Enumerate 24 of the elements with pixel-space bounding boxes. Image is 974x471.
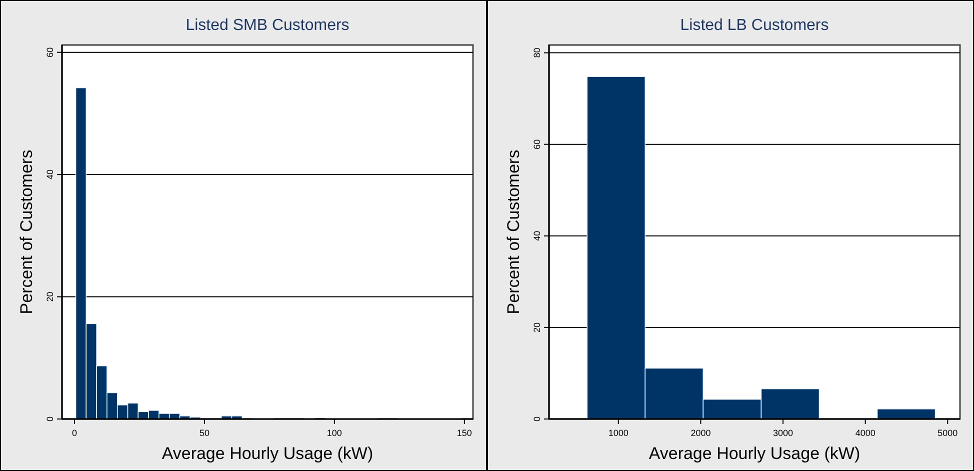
y-tick-label: 20 [45,292,55,302]
y-tick-label: 40 [45,170,55,180]
x-tick-label: 50 [199,428,210,438]
y-axis-title: Percent of Customers [504,150,523,314]
x-tick-label: 4000 [855,428,876,438]
x-axis-title: Average Hourly Usage (kW) [162,444,374,463]
y-tick-label: 40 [532,230,542,241]
chart-title: Listed LB Customers [680,17,829,34]
chart-title: Listed SMB Customers [186,17,350,34]
y-tick-label: 0 [532,416,542,422]
y-axis-title: Percent of Customers [17,150,36,314]
x-tick-label: 5000 [938,428,958,438]
x-tick-label: 1000 [608,428,628,438]
y-tick-label: 60 [532,139,542,150]
x-tick-label: 2000 [690,428,711,438]
y-tick-label: 80 [532,48,542,58]
y-tick-label: 60 [45,47,55,58]
x-axis-title: Average Hourly Usage (kW) [648,444,860,463]
y-tick-label: 0 [45,416,55,422]
x-tick-label: 0 [72,428,77,438]
x-tick-label: 100 [326,428,342,438]
x-tick-label: 150 [456,428,472,438]
x-tick-label: 3000 [773,428,794,438]
y-tick-label: 20 [532,322,542,332]
